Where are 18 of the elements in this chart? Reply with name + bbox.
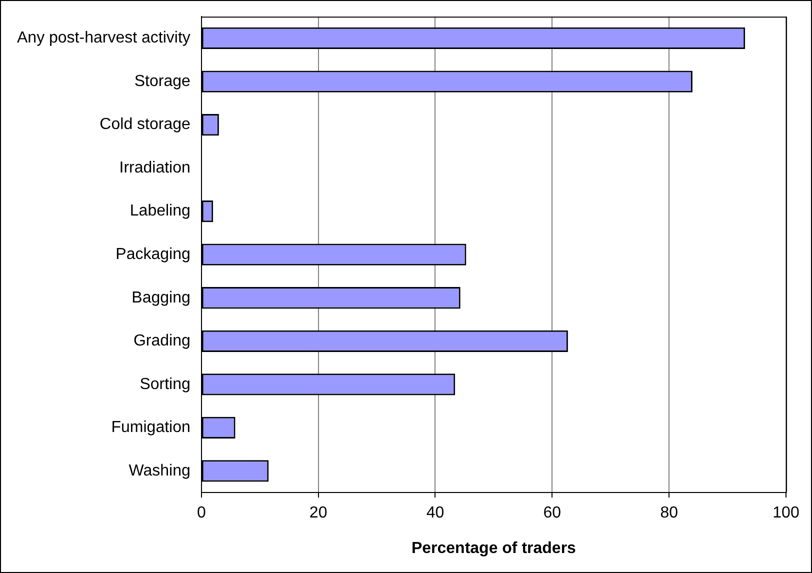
x-tick-label: 0 — [196, 504, 206, 522]
x-tick-label: 100 — [772, 504, 800, 522]
y-tick-label: Grading — [133, 332, 190, 350]
x-tick-label: 80 — [660, 504, 678, 522]
x-tick-label: 40 — [426, 504, 444, 522]
y-tick-label: Irradiation — [119, 159, 190, 176]
y-tick-label: Fumigation — [111, 419, 190, 436]
x-tick-label: 60 — [543, 504, 562, 522]
y-tick-label: Washing — [128, 462, 190, 480]
y-tick-label: Sorting — [140, 376, 190, 393]
y-tick-label: Any post-harvest activity — [16, 30, 190, 47]
x-axis-title: Percentage of traders — [411, 540, 576, 557]
y-tick-label: Cold storage — [100, 116, 190, 134]
x-tick-label: 20 — [309, 504, 328, 522]
y-tick-label: Packaging — [116, 246, 190, 264]
y-tick-label: Bagging — [132, 289, 190, 306]
y-tick-label: Labeling — [130, 202, 190, 220]
y-tick-label: Storage — [134, 72, 190, 90]
